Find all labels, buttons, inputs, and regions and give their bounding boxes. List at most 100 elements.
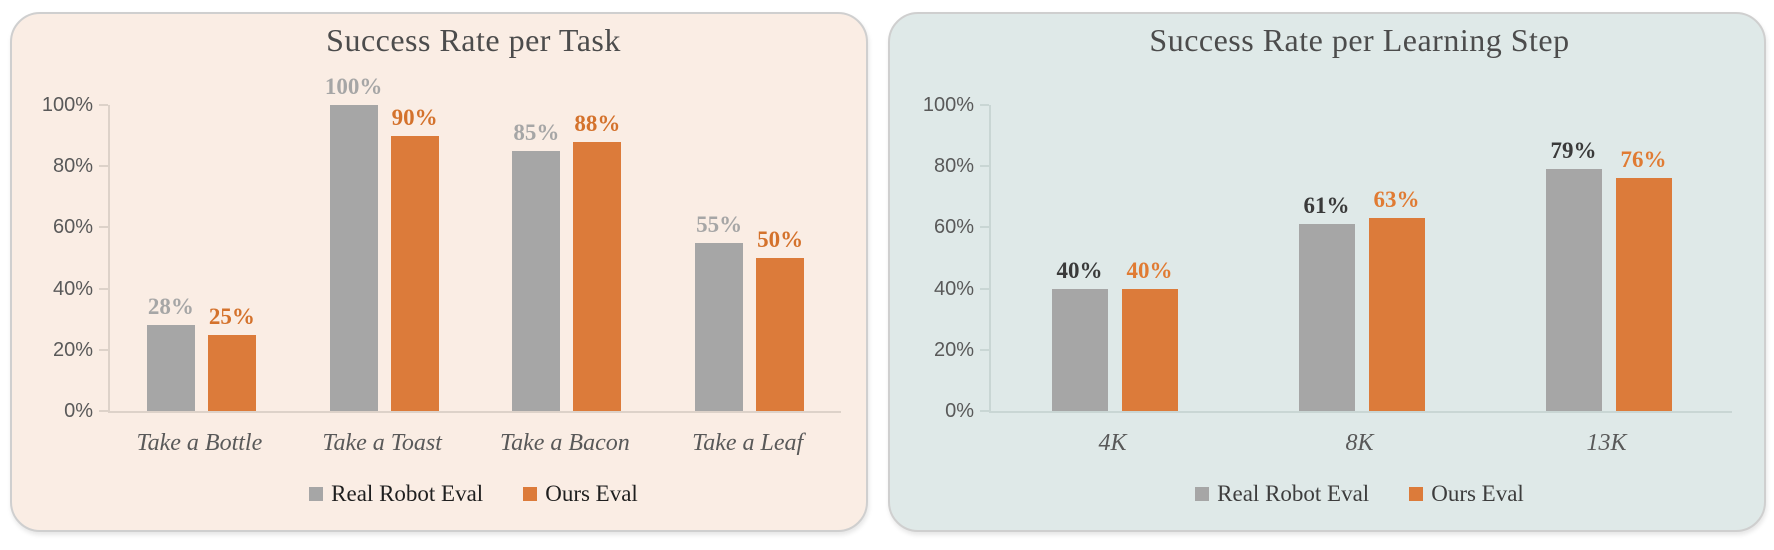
bar-value-label: 50% [757,227,804,252]
bar-slot-ours-eval: 40% [1121,105,1178,411]
bar-groups: 40% 40% 61% 63% 79% 76% [991,105,1732,411]
legend-item-ours-eval: Ours Eval [523,482,638,505]
bar-slot-ours-eval: 88% [573,105,622,411]
y-axis-tick-mark [99,348,108,351]
bar-real-robot-eval [695,242,744,411]
y-axis-tick-label: 80% [933,155,974,178]
legend-label-real-robot-eval: Real Robot Eval [1217,481,1370,506]
legend-swatch-ours-eval [523,486,538,501]
bar-value-label: 28% [147,294,194,320]
category-label-13k: 13K [1586,430,1627,456]
bar-ours-eval [1615,178,1672,411]
bar-value-label: 61% [1303,193,1350,219]
bar-value-label: 25% [208,303,255,329]
category-label-4k: 4K [1098,430,1127,456]
bar-real-robot-eval [512,150,561,411]
bar-ours-eval [756,258,805,411]
category-label-8k: 8K [1345,430,1374,456]
y-axis-tick-label: 60% [52,216,93,239]
bar-ours-eval [1368,218,1425,411]
y-axis-tick-label: 40% [933,277,974,300]
y-axis-tick-label: 100% [41,94,93,116]
y-axis-tick-label: 20% [52,338,93,361]
category-label-take-a-leaf: Take a Leaf [692,430,804,456]
bar-slot-ours-eval: 50% [756,105,805,411]
legend-label-ours-eval: Ours Eval [545,481,638,506]
chart-title-learning-step: Success Rate per Learning Step [1149,22,1570,58]
bar-slot-ours-eval: 25% [207,105,256,411]
bar-value-label: 63% [1373,187,1420,213]
panel-success-rate-per-learning-step: Success Rate per Learning Step 100% 80% 60… [888,12,1766,532]
bar-slot-real-robot-eval: 79% [1545,105,1602,411]
y-axis-tick-mark [980,410,989,412]
y-axis-tick-label: 0% [945,400,974,422]
legend-label-ours-eval: Ours Eval [1431,481,1524,506]
bar-slot-ours-eval: 63% [1368,105,1425,411]
bar-slot-ours-eval: 90% [390,104,439,411]
legend-swatch-real-robot-eval [309,486,324,501]
y-axis-tick-mark [980,348,989,351]
legend-item-real-robot-eval: Real Robot Eval [1195,482,1369,505]
bar-value-label: 40% [1126,257,1173,283]
bar-slot-real-robot-eval: 61% [1298,105,1355,411]
legend-item-ours-eval: Ours Eval [1409,482,1524,505]
bar-value-label: 79% [1550,138,1597,164]
bar-value-label: 100% [324,74,383,99]
bar-group-take-a-toast: 100% 90% [293,75,476,411]
y-axis-tick-label: 0% [64,400,93,422]
y-axis-tick-label: 60% [933,216,974,239]
bar-slot-ours-eval: 76% [1615,105,1672,411]
bar-value-label: 40% [1056,257,1103,283]
bar-real-robot-eval [1298,224,1355,411]
bar-value-label: 88% [574,110,621,136]
bar-value-label: 90% [391,104,438,130]
panel-success-rate-per-task: Success Rate per Task 100% 80% 60% 40% 20% 0%… [10,12,868,532]
bar-group-take-a-leaf: 55% 50% [658,105,841,411]
chart-title-task: Success Rate per Task [326,22,621,58]
bar-slot-real-robot-eval: 28% [146,105,195,411]
plot-area-task: 100% 80% 60% 40% 20% 0% 28% 25% 100% 90% 85% 88% 55%… [42,75,841,421]
bar-slot-real-robot-eval: 100% [325,75,382,411]
category-label-take-a-bacon: Take a Bacon [499,430,630,456]
y-axis-tick-mark [980,165,989,168]
y-axis-tick-mark [99,287,108,290]
y-axis-tick-label: 100% [922,94,974,116]
bar-group-take-a-bacon: 85% 88% [476,105,659,411]
bar-real-robot-eval [1051,288,1108,411]
bar-group-13k: 79% 76% [1485,105,1732,411]
plot-area-learning-step: 100% 80% 60% 40% 20% 0% 40% 40% 61% 63% 79% 76% [923,95,1732,421]
category-axis-learning-step: 4K 8K 13K [989,430,1730,457]
y-axis-tick-label: 40% [52,277,93,300]
legend-swatch-ours-eval [1409,486,1424,501]
bar-slot-real-robot-eval: 40% [1051,105,1108,411]
bar-group-8k: 61% 63% [1238,105,1485,411]
category-axis-task: Take a Bottle Take a Toast Take a Bacon Tak… [108,430,839,457]
category-label-take-a-toast: Take a Toast [322,430,442,456]
legend-item-real-robot-eval: Real Robot Eval [309,482,483,505]
y-axis-tick-mark [980,287,989,290]
bar-real-robot-eval [146,325,195,411]
y-axis-tick-label: 20% [933,338,974,361]
bar-ours-eval [573,141,622,411]
bar-value-label: 76% [1620,147,1667,173]
y-axis-tick-mark [980,226,989,229]
bar-ours-eval [390,135,439,411]
bar-ours-eval [1121,288,1178,411]
y-axis-tick-mark [99,165,108,168]
category-label-take-a-bottle: Take a Bottle [136,430,263,456]
legend-task: Real Robot Eval Ours Eval [108,482,839,505]
bar-value-label: 85% [513,119,560,145]
bar-real-robot-eval [329,105,378,411]
bar-group-take-a-bottle: 28% 25% [110,105,293,411]
y-axis-tick-label: 80% [52,155,93,178]
y-axis-tick-mark [99,104,108,106]
bar-slot-real-robot-eval: 55% [695,105,744,411]
bar-groups: 28% 25% 100% 90% 85% 88% 55% 50% [110,75,841,411]
legend-swatch-real-robot-eval [1195,486,1210,501]
y-axis-tick-mark [99,410,108,412]
legend-learning-step: Real Robot Eval Ours Eval [989,482,1730,505]
bar-group-4k: 40% 40% [991,105,1238,411]
bar-ours-eval [207,334,256,411]
y-axis-tick-mark [980,104,989,106]
